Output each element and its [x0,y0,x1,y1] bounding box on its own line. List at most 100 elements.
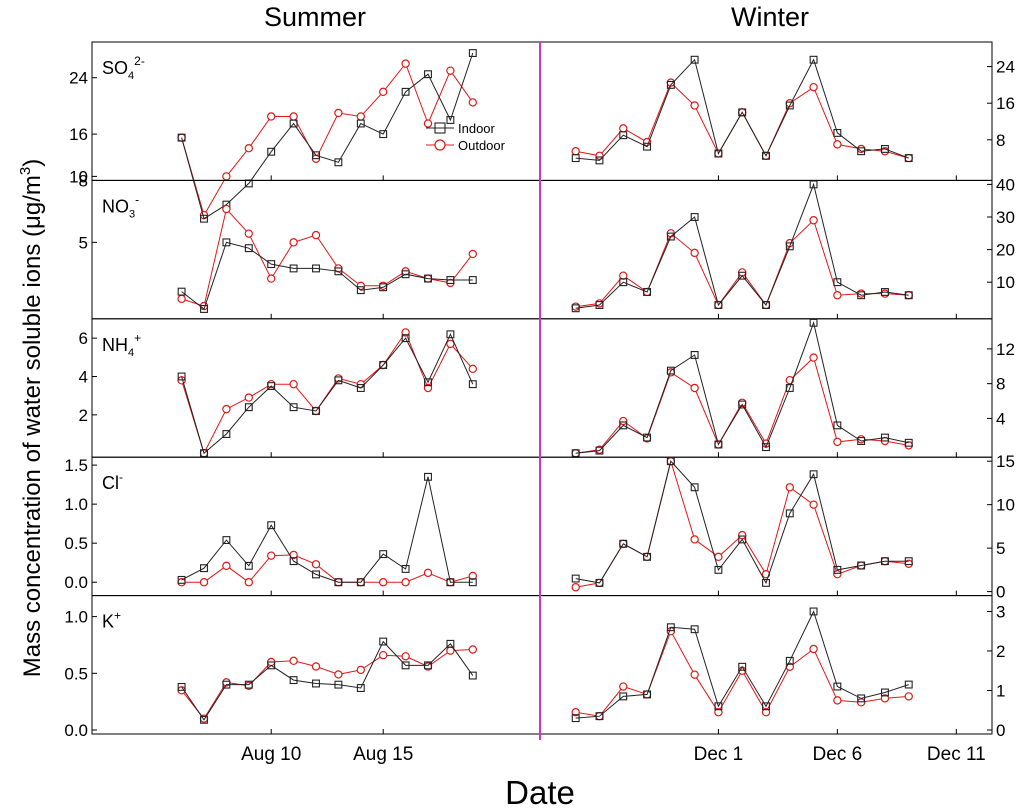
indoor-point [714,702,723,711]
indoor-point [222,536,231,545]
ion-label: NH4+ [102,331,141,359]
indoor-point [666,366,675,375]
indoor-point [809,470,818,479]
outdoor-point [880,694,890,703]
indoor-point [222,680,231,689]
outdoor-point [619,682,628,691]
outdoor-point [619,416,628,426]
indoor-point [200,715,208,724]
indoor-point [809,607,818,616]
ion-label: K+ [102,609,121,632]
indoor-point [833,128,842,137]
outdoor-point [311,230,321,240]
indoor-point [244,244,253,253]
indoor-line [575,182,909,309]
y-tick-label: 1 [996,681,1005,700]
indoor-point [833,682,842,691]
legend: Indoor Outdoor [426,121,506,153]
indoor-point [785,101,794,110]
indoor-point [738,535,747,544]
indoor-point [619,539,628,548]
y-tick-label: 3 [996,602,1005,621]
outdoor-point [423,568,433,578]
outdoor-point [446,339,455,349]
ion-label-sub: 4 [128,70,134,82]
indoor-point [312,407,320,415]
outdoor-point [856,698,866,707]
winter-subplot: 40 30 20 10 [539,175,1015,320]
indoor-point [714,440,723,449]
indoor-point [666,232,675,241]
indoor-point [904,438,913,447]
y-tick-label: 10 [69,167,88,186]
y-tick-label: 8 [996,131,1005,150]
ion-label-base: Cl [102,473,119,493]
outdoor-point [222,561,231,571]
indoor-point [468,578,477,587]
indoor-point [200,449,208,458]
indoor-point [244,680,253,689]
indoor-point [289,264,298,273]
outdoor-point [244,144,253,153]
outdoor-point [334,670,343,679]
outdoor-point [311,560,321,569]
indoor-point [267,147,276,156]
summer-subplot: 1.0 0.5 0.0 [64,595,541,740]
summer-subplot: 6 4 2 [79,318,541,458]
indoor-point [312,264,320,273]
ion-label-base: K [102,612,114,632]
outdoor-point [595,299,604,308]
outdoor-point [880,289,890,298]
outdoor-point [267,112,276,121]
indoor-point [200,305,208,313]
ion-label-sup: + [134,331,141,345]
x-axis-label: Date [505,774,575,810]
summer-subplot: 108 16 24 [69,41,541,223]
indoor-point [738,271,747,280]
indoor-point [619,131,628,140]
outdoor-point [379,87,388,97]
panel-k: 1.0 0.5 0.0 3 2 1 0 K+ [64,595,1005,740]
indoor-point [177,287,186,296]
outdoor-point [423,119,433,128]
y-tick-label: 10 [996,496,1015,515]
indoor-point [446,276,455,284]
indoor-point [312,570,320,579]
y-tick-label: 0 [996,583,1005,602]
outdoor-point [177,294,186,304]
outdoor-point [222,172,231,181]
legend-indoor-marker [434,122,446,134]
outdoor-point [244,578,253,587]
outdoor-point [571,708,580,717]
y-tick-label: 0.5 [64,664,88,683]
outdoor-point [571,147,580,156]
outdoor-point [356,281,365,291]
indoor-point [880,557,889,566]
outdoor-point [833,437,842,447]
y-tick-label: 5 [996,539,1005,558]
outdoor-point [666,368,676,377]
indoor-point [643,288,652,296]
indoor-point [334,680,343,689]
indoor-point [401,661,410,670]
indoor-point [762,443,770,452]
indoor-point [785,656,794,665]
indoor-point [200,564,208,573]
outdoor-point [809,500,818,509]
y-tick-label: 4 [996,409,1005,428]
outdoor-line [181,62,474,217]
outdoor-point [690,535,699,544]
indoor-point [738,108,747,117]
outdoor-point [401,328,410,337]
indoor-point [833,565,842,574]
indoor-point [857,147,866,156]
indoor-point [738,400,747,409]
outdoor-point [714,552,723,562]
indoor-point [468,671,477,680]
indoor-point [289,676,298,685]
outdoor-point [446,66,455,75]
y-axis-label-gm: g/m [19,175,46,215]
ion-label-base: SO [102,58,128,78]
indoor-point [643,142,652,151]
indoor-point [267,661,276,670]
